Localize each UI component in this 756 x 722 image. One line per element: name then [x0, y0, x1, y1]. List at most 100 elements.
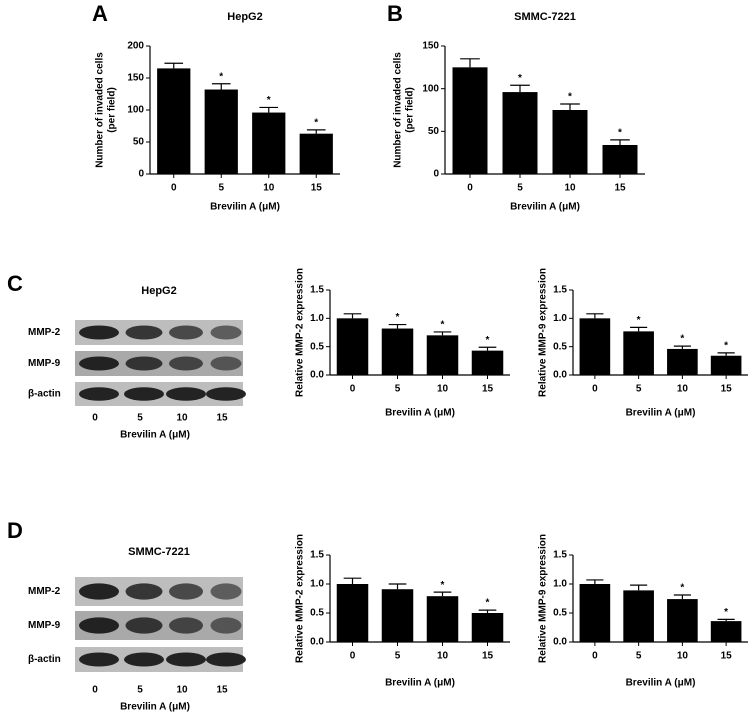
blot-band: [169, 583, 203, 600]
blot-band: [79, 325, 119, 340]
x-tick-label: 0: [467, 183, 473, 194]
panel-letter: D: [7, 518, 23, 543]
blot-row-label: MMP-2: [28, 327, 61, 338]
blot-band: [79, 356, 119, 371]
x-tick-label: 15: [721, 651, 733, 662]
y-tick-label: 100: [127, 105, 144, 116]
blot-band: [169, 325, 203, 340]
x-tick-label: 5: [395, 651, 401, 662]
bar: [381, 589, 414, 642]
x-tick-label: 5: [636, 384, 642, 395]
significance: *: [637, 315, 641, 326]
blot-band: [210, 356, 242, 371]
x-tick-label: 5: [636, 651, 642, 662]
blot-band: [210, 583, 242, 600]
blot-row-label: β-actin: [28, 654, 61, 665]
blot-lane-label: 5: [137, 413, 143, 424]
significance: *: [486, 598, 490, 609]
blot-band: [166, 387, 206, 401]
bar: [667, 599, 698, 642]
significance: *: [396, 312, 400, 323]
blot-row-label: MMP-9: [28, 358, 61, 369]
significance: *: [219, 71, 223, 82]
y-tick-label: 0.0: [553, 637, 567, 648]
bar: [157, 68, 191, 174]
blot-band: [206, 652, 246, 667]
x-tick-label: 10: [263, 183, 275, 194]
blot-band: [169, 617, 203, 634]
bar: [204, 89, 238, 174]
y-tick-label: 0.5: [553, 341, 567, 352]
x-axis-label: Brevilin A (μM): [385, 678, 455, 689]
panel-letter: C: [7, 271, 23, 296]
bar: [710, 621, 742, 642]
x-tick-label: 0: [171, 183, 177, 194]
x-tick-label: 5: [218, 183, 224, 194]
y-axis-label: Relative MMP-2 expression: [295, 534, 306, 663]
y-tick-label: 1.5: [553, 285, 567, 296]
x-tick-label: 15: [482, 651, 494, 662]
blot-lane-label: 15: [216, 685, 228, 696]
bar: [426, 596, 459, 642]
significance: *: [486, 335, 490, 346]
y-axis-label: Relative MMP-2 expression: [295, 268, 306, 397]
y-axis-label: Number of invaded cells: [393, 52, 404, 168]
panel-letter: B: [387, 1, 403, 26]
blot-band: [210, 325, 242, 340]
significance: *: [680, 583, 684, 594]
blot-lane-label: 0: [92, 413, 98, 424]
x-tick-label: 15: [482, 384, 494, 395]
y-axis-label: Number of invaded cells: [95, 52, 106, 168]
x-tick-label: 0: [592, 384, 598, 395]
significance: *: [680, 334, 684, 345]
blot-band: [79, 617, 119, 634]
panel-letter: A: [92, 1, 108, 26]
x-axis-label: Brevilin A (μM): [210, 202, 280, 213]
y-tick-label: 0: [433, 169, 439, 180]
bar: [579, 318, 611, 375]
bar: [623, 331, 654, 375]
chart-title: HepG2: [227, 11, 262, 23]
bar: [336, 318, 369, 375]
x-tick-label: 10: [677, 651, 689, 662]
y-tick-label: 1.0: [553, 313, 567, 324]
x-tick-label: 15: [311, 183, 323, 194]
y-tick-label: 1.0: [310, 313, 324, 324]
significance: *: [314, 117, 318, 128]
y-tick-label: 150: [127, 73, 144, 84]
y-tick-label: 1.0: [310, 579, 324, 590]
bar: [381, 328, 414, 375]
bar: [710, 355, 742, 375]
bar: [623, 590, 654, 642]
y-tick-label: 50: [428, 126, 440, 137]
blot-band: [124, 652, 164, 667]
bar: [252, 112, 286, 174]
x-tick-label: 10: [564, 183, 576, 194]
y-tick-label: 0.5: [310, 341, 324, 352]
bar: [426, 335, 459, 375]
blot-row-label: MMP-2: [28, 586, 61, 597]
x-tick-label: 15: [721, 384, 733, 395]
y-tick-label: 1.5: [310, 550, 324, 561]
blot-row-label: MMP-9: [28, 620, 61, 631]
x-tick-label: 10: [437, 651, 449, 662]
x-tick-label: 5: [395, 384, 401, 395]
blot-band: [79, 652, 119, 667]
y-tick-label: 50: [133, 137, 145, 148]
blot-band: [206, 387, 246, 401]
significance: *: [518, 73, 522, 84]
x-tick-label: 5: [517, 183, 523, 194]
bar: [602, 144, 638, 174]
blot-lane-label: 10: [176, 413, 188, 424]
y-axis-label: Relative MMP-9 expression: [538, 268, 549, 397]
bar: [667, 348, 698, 375]
y-tick-label: 0.0: [310, 370, 324, 381]
blot-lane-label: 5: [137, 685, 143, 696]
significance: *: [724, 341, 728, 352]
blot-band: [125, 583, 163, 600]
blot-band: [124, 387, 164, 401]
y-tick-label: 0: [138, 169, 144, 180]
y-tick-label: 1.5: [553, 550, 567, 561]
blot-x-label: Brevilin A (μM): [120, 702, 190, 713]
significance: *: [724, 607, 728, 618]
